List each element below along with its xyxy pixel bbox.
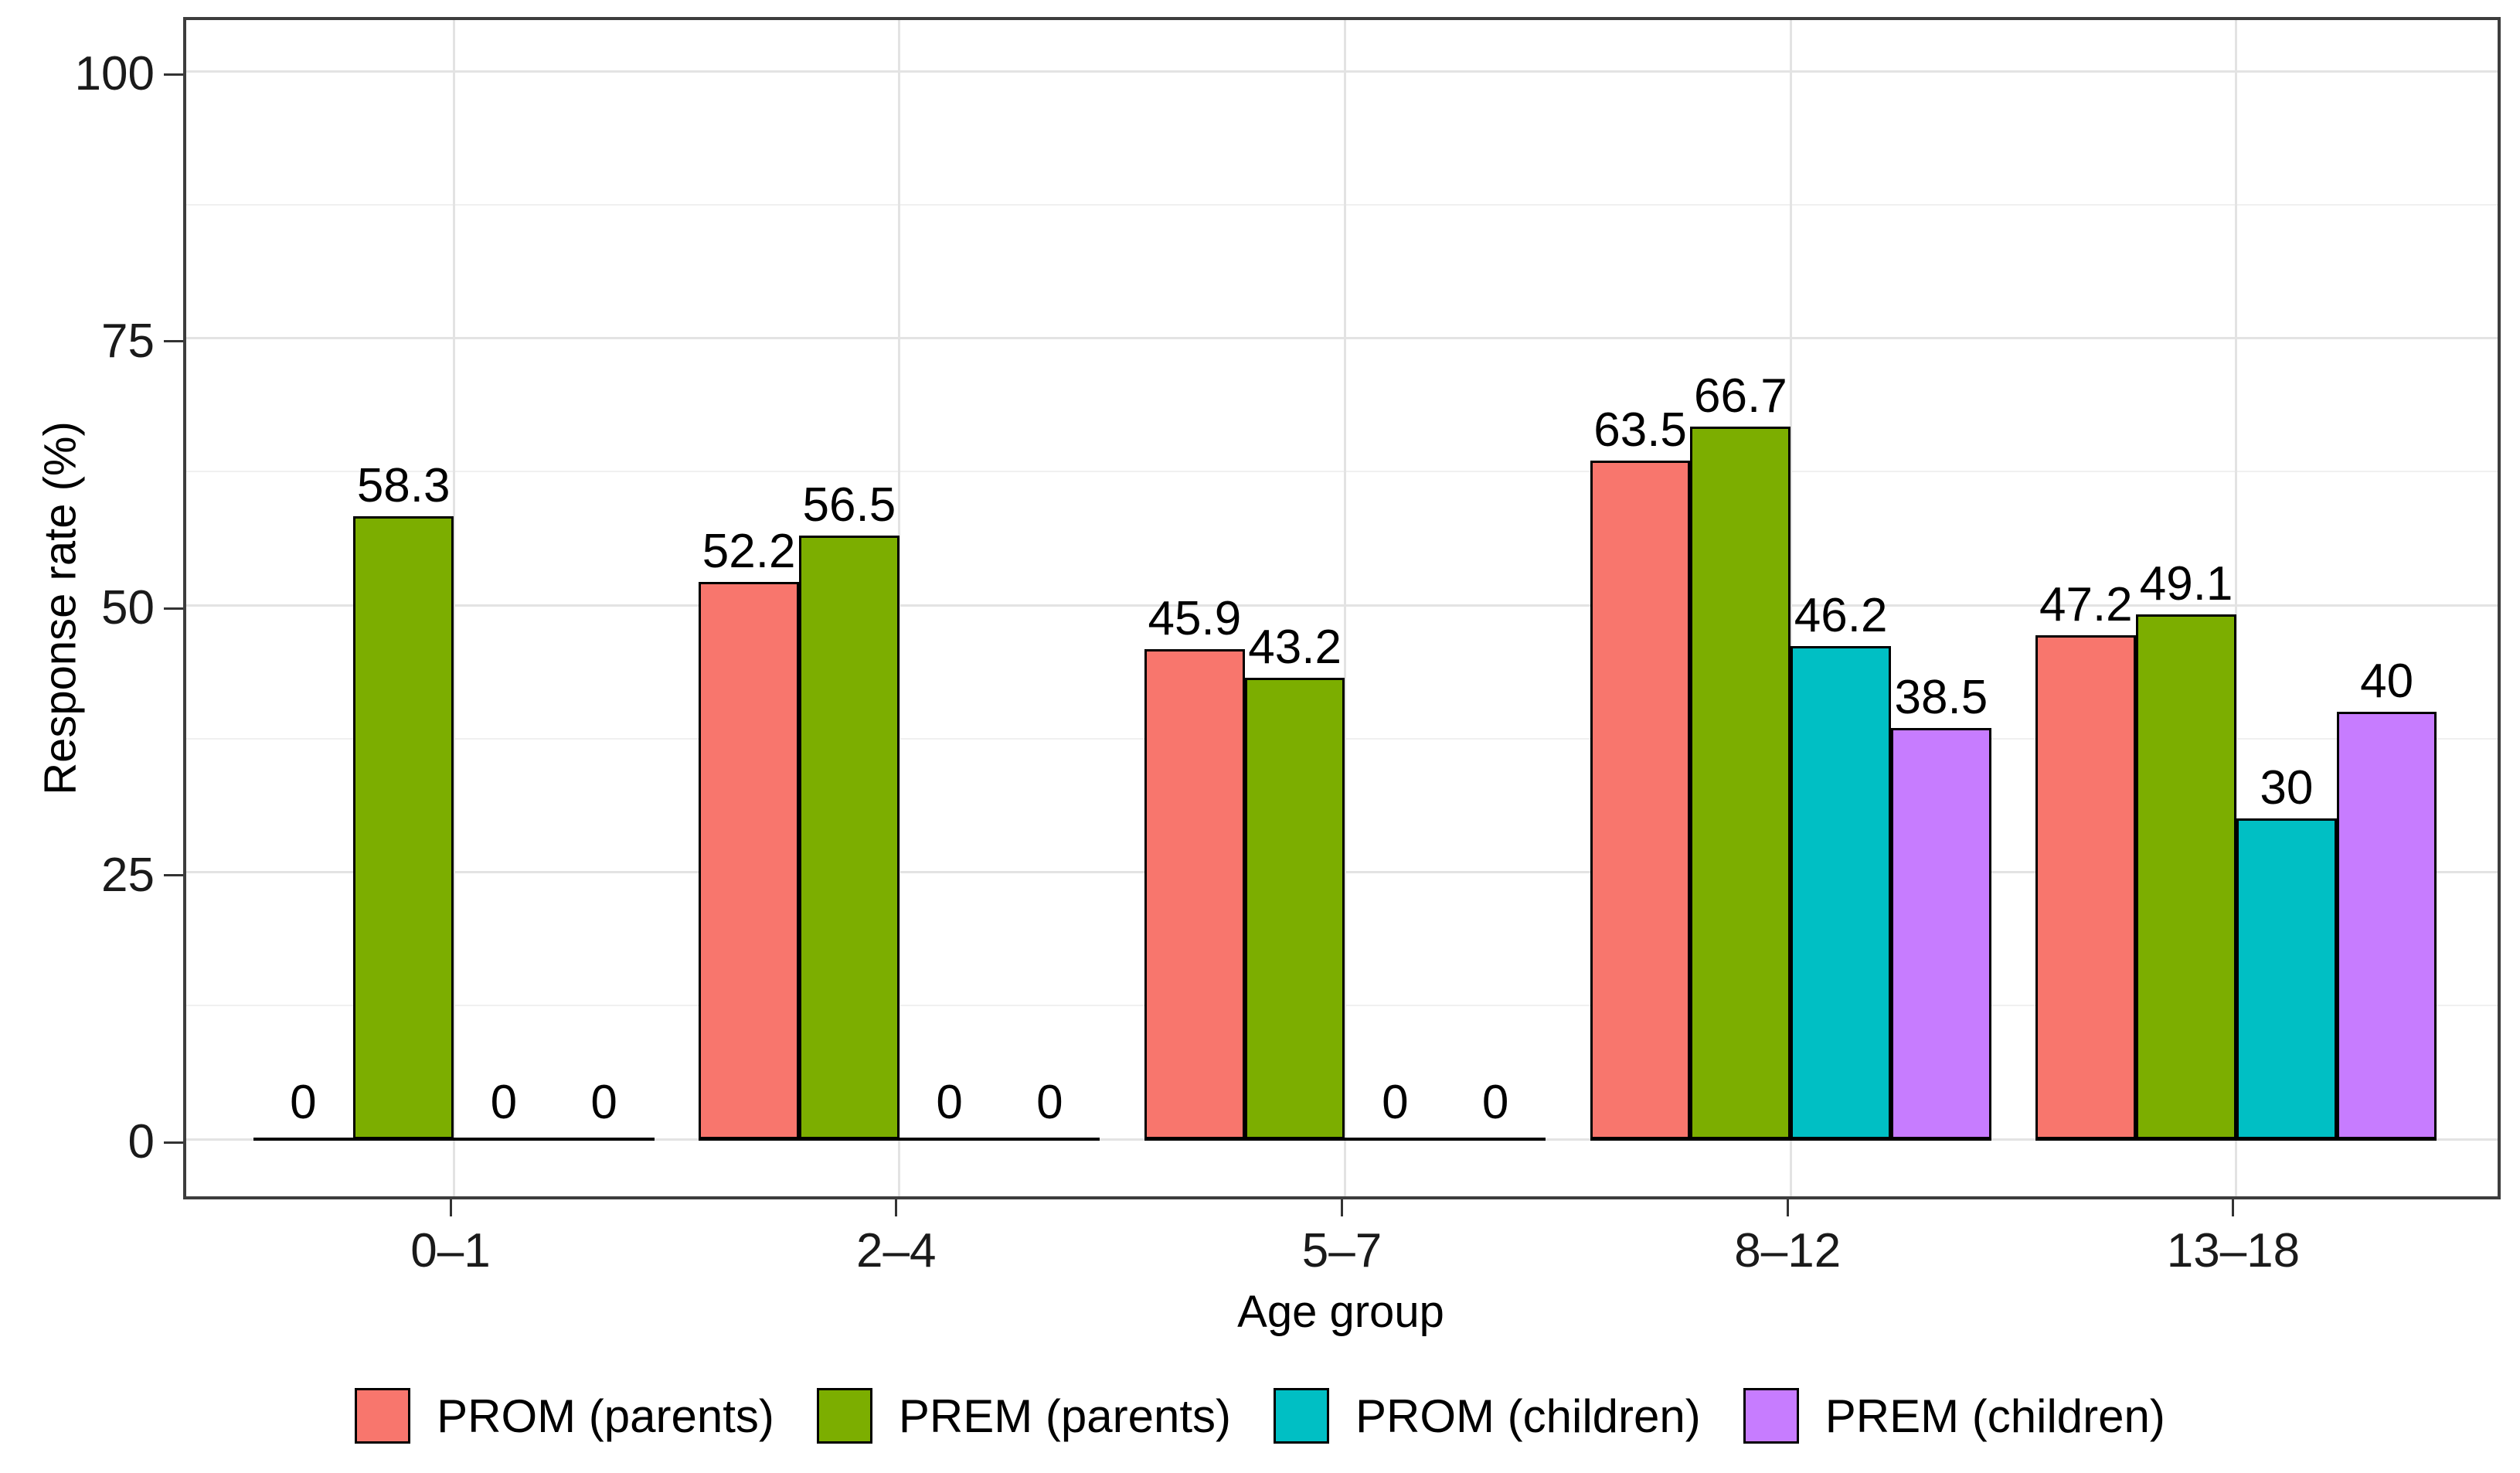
bar-value-label: 0 xyxy=(936,1076,963,1129)
bar-value-label: 47.2 xyxy=(2039,577,2133,631)
y-axis-tick xyxy=(164,73,183,76)
y-tick-label: 100 xyxy=(74,47,155,100)
y-tick-label: 75 xyxy=(101,314,155,368)
zero-baseline-segment xyxy=(1144,1138,1546,1141)
bar-value-label: 0 xyxy=(290,1076,317,1129)
y-axis-tick xyxy=(164,607,183,610)
major-gridline xyxy=(186,337,2498,339)
legend-key-swatch xyxy=(816,1388,872,1444)
x-tick-label: 8–12 xyxy=(1734,1224,1842,1277)
bar-value-label: 0 xyxy=(1382,1076,1409,1129)
zero-baseline-segment xyxy=(253,1138,655,1141)
bar-prem--parents- xyxy=(799,536,900,1139)
x-axis-title: Age group xyxy=(1237,1287,1444,1337)
minor-gridline xyxy=(186,471,2498,473)
x-axis-tick xyxy=(1786,1199,1789,1216)
major-gridline xyxy=(186,604,2498,607)
y-tick-label: 0 xyxy=(128,1115,155,1169)
x-tick-label: 2–4 xyxy=(856,1224,937,1277)
legend-key-swatch xyxy=(1274,1388,1329,1444)
bar-value-label: 38.5 xyxy=(1894,670,1988,724)
legend-key-swatch xyxy=(1743,1388,1799,1444)
major-gridline xyxy=(186,70,2498,73)
bar-value-label: 63.5 xyxy=(1593,403,1687,458)
bar-value-label: 52.2 xyxy=(702,524,796,578)
bar-prem--children- xyxy=(1890,727,1991,1139)
bar-prem--parents- xyxy=(1690,427,1791,1139)
bar-value-label: 56.5 xyxy=(802,478,896,532)
bar-prom--parents- xyxy=(1144,648,1245,1139)
bar-prom--children- xyxy=(1791,645,1891,1139)
legend-item: PREM (children) xyxy=(1743,1388,2165,1444)
y-axis-tick xyxy=(164,874,183,876)
y-tick-label: 25 xyxy=(101,848,155,902)
y-axis-title: Response rate (%) xyxy=(35,421,86,795)
legend-item: PROM (children) xyxy=(1274,1388,1701,1444)
bar-value-label: 30 xyxy=(2260,761,2314,815)
minor-gridline xyxy=(186,203,2498,206)
x-axis-tick xyxy=(2232,1199,2235,1216)
legend-label: PROM (parents) xyxy=(437,1390,774,1442)
zero-baseline-segment xyxy=(1590,1138,1991,1141)
bar-prem--parents- xyxy=(2136,614,2236,1139)
legend-label: PREM (children) xyxy=(1825,1390,2165,1442)
bar-value-label: 0 xyxy=(490,1076,518,1129)
vertical-gridline xyxy=(1344,20,1346,1196)
zero-baseline-segment xyxy=(2035,1138,2437,1141)
legend-label: PREM (parents) xyxy=(898,1390,1231,1442)
bar-value-label: 43.2 xyxy=(1248,620,1342,674)
bar-prom--parents- xyxy=(2035,634,2137,1139)
bar-prom--children- xyxy=(2236,818,2337,1139)
legend-key-swatch xyxy=(355,1388,411,1444)
x-axis-tick xyxy=(895,1199,898,1216)
bar-prem--children- xyxy=(2336,712,2437,1139)
bar-prom--parents- xyxy=(1590,461,1691,1139)
vertical-gridline xyxy=(1789,20,1792,1196)
bar-value-label: 45.9 xyxy=(1148,591,1242,645)
legend-label: PROM (children) xyxy=(1355,1390,1701,1442)
bar-prom--parents- xyxy=(699,581,799,1139)
bar-prem--parents- xyxy=(353,516,454,1139)
bar-value-label: 46.2 xyxy=(1794,588,1888,642)
bar-value-label: 49.1 xyxy=(2139,557,2233,611)
vertical-gridline xyxy=(2235,20,2238,1196)
x-axis-tick xyxy=(449,1199,452,1216)
x-tick-label: 13–18 xyxy=(2166,1224,2301,1277)
bar-value-label: 58.3 xyxy=(356,459,451,513)
y-axis-tick xyxy=(164,1141,183,1144)
bar-value-label: 0 xyxy=(590,1076,617,1129)
vertical-gridline xyxy=(898,20,901,1196)
legend-item: PREM (parents) xyxy=(816,1388,1231,1444)
bar-value-label: 40 xyxy=(2360,655,2414,709)
bar-value-label: 66.7 xyxy=(1694,369,1787,424)
zero-baseline-segment xyxy=(699,1138,1100,1141)
vertical-gridline xyxy=(452,20,455,1196)
bar-value-label: 0 xyxy=(1036,1076,1063,1129)
x-tick-label: 0–1 xyxy=(410,1224,491,1277)
x-tick-label: 5–7 xyxy=(1301,1224,1382,1277)
legend: PROM (parents) PREM (parents) PROM (childr… xyxy=(0,1388,2520,1444)
y-tick-label: 50 xyxy=(101,581,155,634)
plot-panel: 0 52.2 45.9 63.5 47.2 58.3 56.5 43.2 66.7 49.1 0 0 0… xyxy=(183,17,2501,1199)
x-axis-tick xyxy=(1341,1199,1343,1216)
y-axis-tick xyxy=(164,340,183,342)
bar-prem--parents- xyxy=(1244,677,1345,1139)
legend-item: PROM (parents) xyxy=(355,1388,774,1444)
bar-value-label: 0 xyxy=(1481,1076,1509,1129)
